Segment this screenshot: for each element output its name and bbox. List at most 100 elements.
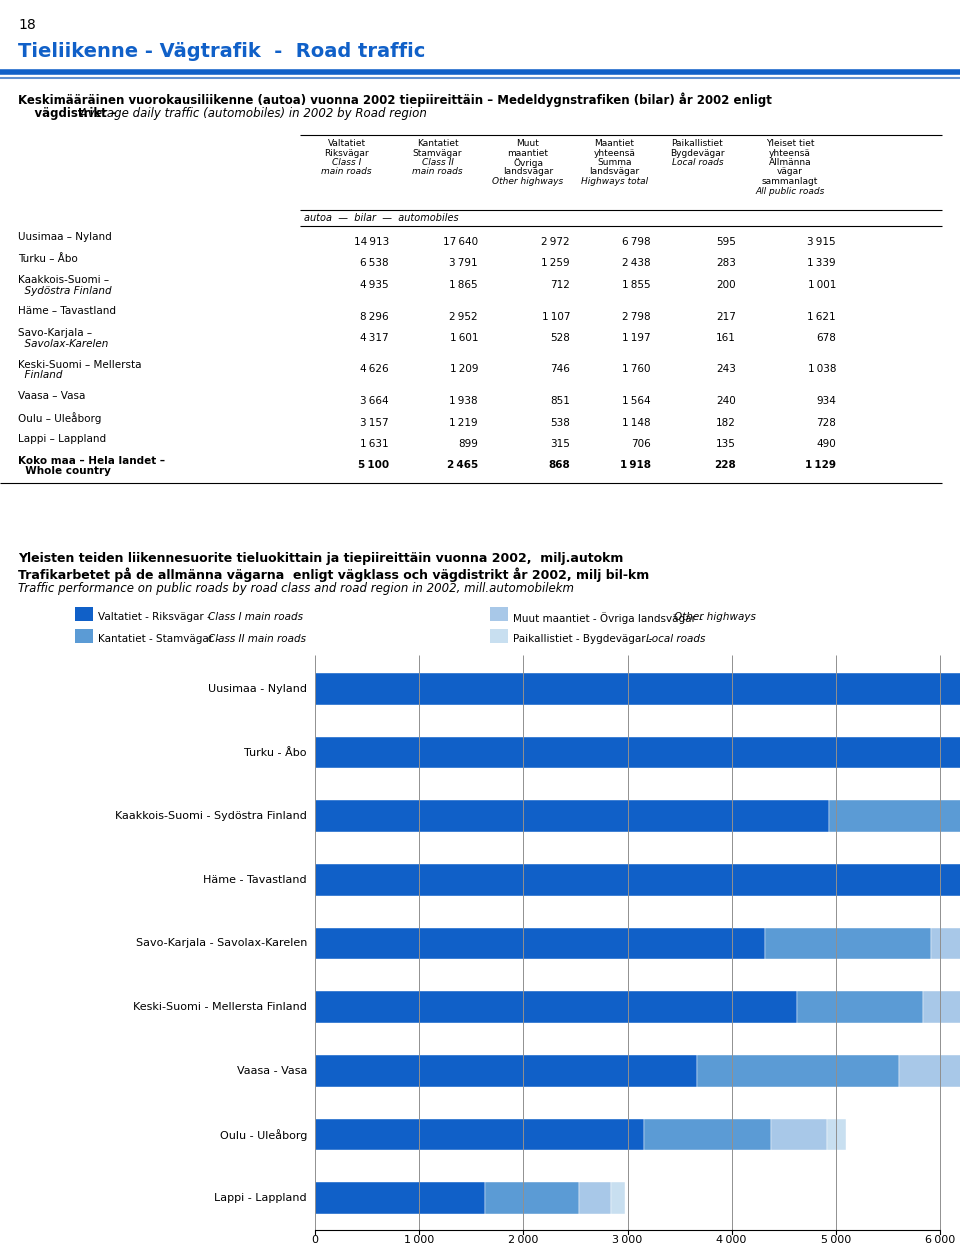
Bar: [490, 629, 508, 643]
Text: 1 001: 1 001: [807, 281, 836, 291]
Text: 1 209: 1 209: [449, 365, 478, 375]
Text: Keskimääräinen vuorokausiliikenne (autoa) vuonna 2002 tiepiireittäin – Medeldygn: Keskimääräinen vuorokausiliikenne (autoa…: [18, 92, 772, 107]
Text: 868: 868: [548, 460, 570, 470]
Text: 1 148: 1 148: [622, 418, 651, 428]
Bar: [315, 991, 797, 1023]
Text: 528: 528: [550, 333, 570, 343]
Text: 1 855: 1 855: [622, 281, 651, 291]
Text: Summa: Summa: [597, 159, 632, 167]
Text: 712: 712: [550, 281, 570, 291]
Text: main roads: main roads: [322, 167, 372, 176]
Text: Savo-Karjala - Savolax-Karelen: Savo-Karjala - Savolax-Karelen: [135, 938, 307, 949]
Text: Koko maa – Hela landet –: Koko maa – Hela landet –: [18, 455, 165, 465]
Text: Turku - Åbo: Turku - Åbo: [245, 747, 307, 757]
Text: vägar: vägar: [777, 167, 803, 176]
Text: Class II: Class II: [421, 159, 453, 167]
Bar: [75, 608, 93, 621]
Text: Class I: Class I: [332, 159, 361, 167]
Text: Keski-Suomi – Mellersta: Keski-Suomi – Mellersta: [18, 360, 141, 370]
Text: Riksvägar: Riksvägar: [324, 148, 369, 157]
Text: 228: 228: [714, 460, 736, 470]
Text: Average daily traffic (automobiles) in 2002 by Road region: Average daily traffic (automobiles) in 2…: [76, 107, 427, 120]
Text: Local roads: Local roads: [646, 634, 706, 644]
Text: Övriga: Övriga: [513, 159, 543, 167]
Bar: [829, 800, 960, 832]
Text: 1 631: 1 631: [360, 439, 389, 449]
Text: 17 640: 17 640: [443, 237, 478, 247]
Text: Turku – Åbo: Turku – Åbo: [18, 254, 78, 263]
Text: 1 601: 1 601: [449, 333, 478, 343]
Text: 14 913: 14 913: [353, 237, 389, 247]
Text: 18: 18: [18, 18, 36, 31]
Text: Lappi - Lappland: Lappi - Lappland: [214, 1193, 307, 1203]
Text: Class I main roads: Class I main roads: [208, 611, 303, 621]
Text: 899: 899: [458, 439, 478, 449]
Text: vägdistrikt –: vägdistrikt –: [18, 107, 117, 120]
Text: Häme – Tavastland: Häme – Tavastland: [18, 307, 116, 317]
Text: 243: 243: [716, 365, 736, 375]
Text: 161: 161: [716, 333, 736, 343]
Text: Whole country: Whole country: [18, 467, 110, 477]
Text: Paikallistiet - Bygdevägar -: Paikallistiet - Bygdevägar -: [513, 634, 656, 644]
Text: Häme - Tavastland: Häme - Tavastland: [204, 874, 307, 884]
Text: 217: 217: [716, 312, 736, 322]
Text: 6 000: 6 000: [924, 1235, 955, 1245]
Text: 5 100: 5 100: [358, 460, 389, 470]
Text: 3 157: 3 157: [360, 418, 389, 428]
Text: Class II main roads: Class II main roads: [208, 634, 306, 644]
Text: main roads: main roads: [412, 167, 463, 176]
Text: Traffic performance on public roads by road class and road region in 2002, mill.: Traffic performance on public roads by r…: [18, 582, 574, 595]
Bar: [75, 629, 93, 643]
Text: Other highways: Other highways: [674, 611, 756, 621]
Text: 1 938: 1 938: [449, 396, 478, 406]
Text: 490: 490: [816, 439, 836, 449]
Text: 5 000: 5 000: [821, 1235, 851, 1245]
Text: 1 259: 1 259: [541, 258, 570, 268]
Text: Yleisten teiden liikennesuorite tieluokittain ja tiepiireittäin vuonna 2002,  mi: Yleisten teiden liikennesuorite tieluoki…: [18, 552, 623, 565]
Text: 240: 240: [716, 396, 736, 406]
Text: yhteensä: yhteensä: [593, 148, 636, 157]
Text: Kantatiet: Kantatiet: [417, 138, 458, 148]
Text: All public roads: All public roads: [756, 186, 825, 195]
Text: Oulu – Uleåborg: Oulu – Uleåborg: [18, 413, 102, 424]
Bar: [827, 1118, 846, 1150]
Text: 1 760: 1 760: [622, 365, 651, 375]
Bar: [612, 1183, 625, 1214]
Text: maantiet: maantiet: [508, 148, 548, 157]
Text: Finland: Finland: [18, 371, 62, 380]
Text: Muut: Muut: [516, 138, 540, 148]
Text: landsvägar: landsvägar: [503, 167, 553, 176]
Text: 1 918: 1 918: [620, 460, 651, 470]
Text: Local roads: Local roads: [672, 159, 723, 167]
Text: 1 107: 1 107: [541, 312, 570, 322]
Text: 2 798: 2 798: [622, 312, 651, 322]
Text: 3 000: 3 000: [612, 1235, 642, 1245]
Text: 4 000: 4 000: [716, 1235, 747, 1245]
Text: 283: 283: [716, 258, 736, 268]
Text: Maantiet: Maantiet: [594, 138, 635, 148]
Text: 934: 934: [816, 396, 836, 406]
Text: 728: 728: [816, 418, 836, 428]
Bar: [765, 927, 931, 960]
Text: 3 915: 3 915: [807, 237, 836, 247]
Text: 0: 0: [311, 1235, 319, 1245]
Text: 2 465: 2 465: [446, 460, 478, 470]
Bar: [485, 1183, 579, 1214]
Text: sammanlagt: sammanlagt: [762, 177, 818, 186]
Bar: [315, 737, 960, 769]
Text: 851: 851: [550, 396, 570, 406]
Bar: [644, 1118, 771, 1150]
Text: Allmänna: Allmänna: [769, 159, 811, 167]
Text: yhteensä: yhteensä: [769, 148, 811, 157]
Bar: [315, 673, 960, 704]
Text: Uusimaa – Nyland: Uusimaa – Nyland: [18, 231, 111, 242]
Text: 2 972: 2 972: [541, 237, 570, 247]
Text: Kaakkois-Suomi - Sydöstra Finland: Kaakkois-Suomi - Sydöstra Finland: [115, 811, 307, 821]
Text: autoa  —  bilar  —  automobiles: autoa — bilar — automobiles: [304, 213, 459, 223]
Text: Oulu - Uleåborg: Oulu - Uleåborg: [220, 1130, 307, 1141]
Text: Sydöstra Finland: Sydöstra Finland: [18, 286, 111, 296]
Text: 4 317: 4 317: [360, 333, 389, 343]
Text: 6 798: 6 798: [622, 237, 651, 247]
Bar: [797, 991, 923, 1023]
Bar: [923, 991, 960, 1023]
